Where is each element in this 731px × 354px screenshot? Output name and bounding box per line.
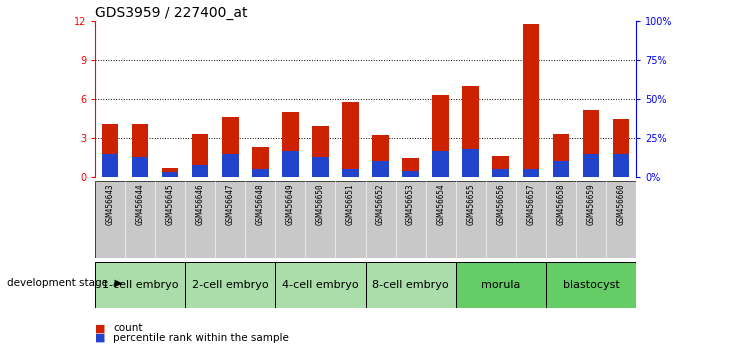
Bar [432, 95, 449, 177]
Text: GSM456651: GSM456651 [346, 183, 355, 224]
Text: blastocyst: blastocyst [563, 280, 619, 290]
Bar [372, 161, 389, 177]
Bar [192, 134, 208, 177]
Text: development stage  ▶: development stage ▶ [7, 278, 123, 288]
Bar [276, 262, 366, 308]
Text: GSM456643: GSM456643 [105, 183, 115, 224]
Bar [342, 169, 359, 177]
Text: 8-cell embryo: 8-cell embryo [372, 280, 449, 290]
Text: percentile rank within the sample: percentile rank within the sample [113, 333, 289, 343]
Bar [402, 158, 419, 177]
Bar [132, 157, 148, 177]
Bar [252, 169, 268, 177]
Text: GDS3959 / 227400_at: GDS3959 / 227400_at [95, 6, 248, 20]
Text: 2-cell embryo: 2-cell embryo [192, 280, 268, 290]
Bar [162, 172, 178, 177]
Bar [282, 112, 299, 177]
Bar [95, 262, 185, 308]
Text: GSM456649: GSM456649 [286, 183, 295, 224]
Text: GSM456660: GSM456660 [616, 183, 626, 224]
Bar [583, 154, 599, 177]
Bar [252, 147, 268, 177]
Bar [162, 168, 178, 177]
Bar [282, 150, 299, 177]
Text: morula: morula [481, 280, 520, 290]
Bar [372, 136, 389, 177]
Bar [222, 117, 238, 177]
Bar [553, 161, 569, 177]
Bar [432, 150, 449, 177]
Bar [523, 24, 539, 177]
Bar [613, 119, 629, 177]
Bar [553, 134, 569, 177]
Text: count: count [113, 323, 143, 333]
Text: GSM456650: GSM456650 [316, 183, 325, 224]
Text: GSM456655: GSM456655 [466, 183, 475, 224]
Text: GSM456646: GSM456646 [196, 183, 205, 224]
Bar [312, 157, 329, 177]
Text: GSM456645: GSM456645 [166, 183, 175, 224]
Text: 4-cell embryo: 4-cell embryo [282, 280, 359, 290]
Bar [493, 156, 509, 177]
Text: GSM456653: GSM456653 [406, 183, 415, 224]
Bar [583, 109, 599, 177]
Text: GSM456654: GSM456654 [436, 183, 445, 224]
Bar [102, 154, 118, 177]
Bar [222, 154, 238, 177]
Text: GSM456658: GSM456658 [556, 183, 565, 224]
Bar [402, 171, 419, 177]
Text: GSM456659: GSM456659 [586, 183, 595, 224]
Bar [102, 124, 118, 177]
Bar [523, 169, 539, 177]
Text: 1-cell embryo: 1-cell embryo [102, 280, 178, 290]
Bar [613, 154, 629, 177]
Bar [312, 126, 329, 177]
Text: GSM456652: GSM456652 [376, 183, 385, 224]
Bar [463, 149, 479, 177]
Bar [192, 165, 208, 177]
Bar [463, 86, 479, 177]
Bar [342, 102, 359, 177]
Text: ■: ■ [95, 323, 105, 333]
Text: GSM456648: GSM456648 [256, 183, 265, 224]
Text: GSM456656: GSM456656 [496, 183, 505, 224]
Bar [132, 124, 148, 177]
Bar [455, 262, 546, 308]
Bar [185, 262, 276, 308]
Text: ■: ■ [95, 333, 105, 343]
Text: GSM456644: GSM456644 [136, 183, 145, 224]
Bar [493, 169, 509, 177]
Bar [366, 262, 455, 308]
Text: GSM456657: GSM456657 [526, 183, 535, 224]
Text: GSM456647: GSM456647 [226, 183, 235, 224]
Bar [546, 262, 636, 308]
